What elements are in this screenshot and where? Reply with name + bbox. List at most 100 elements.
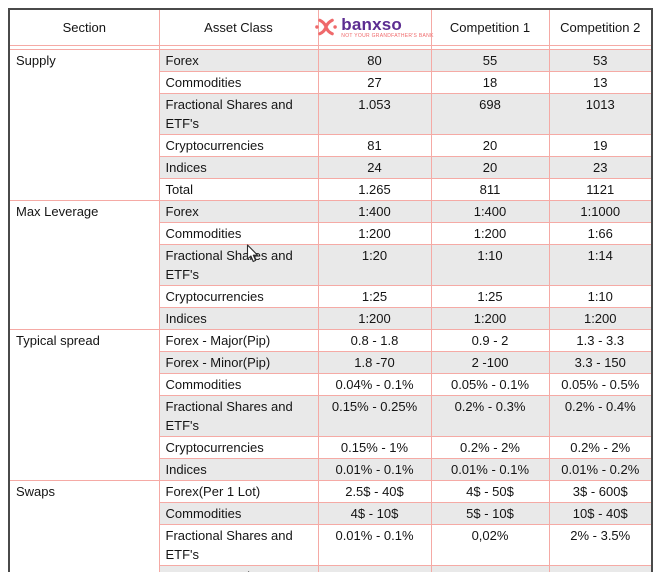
competition2-value-cell: 1:200: [548, 306, 653, 330]
asset-class-cell: Indices: [158, 306, 319, 330]
competition1-value-cell: 20: [430, 133, 550, 157]
table-row: Indices 1:200 1:200 1:200: [9, 306, 653, 330]
asset-class-cell: Indices: [158, 155, 319, 179]
competition2-value-cell: 1013: [548, 92, 653, 135]
banxso-knot-icon: [315, 18, 338, 36]
section-cell: Typical spread: [8, 328, 160, 481]
asset-class-cell: Fractional Shares and ETF's: [158, 394, 319, 437]
competition2-value-cell: 1:66: [548, 221, 653, 245]
banxso-value-cell: 1.265: [317, 177, 432, 201]
asset-class-cell: Fractional Shares and ETF's: [158, 92, 319, 135]
table-row: Forex - Minor(Pip) 1.8 -70 2 -100 3.3 - 150: [9, 350, 653, 374]
table-row: Cryptocurrencies 1:25 1:25 1:10: [9, 284, 653, 308]
table-row: Supply Forex 80 55 53: [8, 48, 653, 201]
competition2-value-cell: 1121: [548, 177, 653, 201]
banxso-value-cell: 0.04% - 0.1%: [317, 372, 432, 396]
competition1-value-cell: 0.05% - 0.1%: [430, 372, 550, 396]
table-row: Typical spread Forex - Major(Pip) 0.8 - 1.…: [8, 328, 653, 481]
competition2-value-cell: 0.01% - 0.2%: [548, 457, 653, 481]
table-body: Supply Forex 80 55 53 Commodities 27 18 13 Fracti…: [8, 48, 653, 572]
competition1-value-cell: 18: [430, 70, 550, 94]
asset-class-cell: Total: [158, 177, 319, 201]
header-row: Section Asset Class: [8, 8, 653, 46]
banxso-value-cell: 1:25: [317, 284, 432, 308]
competition1-value-cell: 4$ - 50$: [430, 479, 550, 503]
asset-class-cell: Cryptocurrencies: [158, 564, 319, 572]
table-row: Swaps Forex(Per 1 Lot) 2.5$ - 40$ 4$ - 50$ 3…: [8, 479, 653, 572]
banxso-value-cell: 1:200: [317, 221, 432, 245]
asset-class-cell: Forex: [158, 199, 319, 223]
competition1-value-cell: 1:400: [430, 199, 550, 223]
banxso-value-cell: 2.5$ - 40$: [317, 479, 432, 503]
competition1-value-cell: 0.9 - 2: [430, 328, 550, 352]
banxso-value-cell: 0.8 - 1.8: [317, 328, 432, 352]
competition1-value-cell: 811: [430, 177, 550, 201]
banxso-wordmark: banxso: [341, 14, 403, 34]
table-row: Commodities 0.04% - 0.1% 0.05% - 0.1% 0.05%…: [9, 372, 653, 396]
asset-class-cell: Commodities: [158, 70, 319, 94]
competition1-value-cell: 0.06% - 0.1%: [430, 564, 550, 572]
competition1-value-cell: 20: [430, 155, 550, 179]
header-competition-2: Competition 2: [548, 8, 653, 46]
competition2-value-cell: 3$ - 600$: [548, 479, 653, 503]
competition2-value-cell: 3.3 - 150: [548, 350, 653, 374]
banxso-value-cell: 0.01% - 0.1%: [317, 457, 432, 481]
competition2-value-cell: 53: [548, 48, 653, 72]
asset-class-cell: Cryptocurrencies: [158, 284, 319, 308]
competition1-value-cell: 1:10: [430, 243, 550, 286]
table-row: Indices 24 20 23: [9, 155, 653, 179]
asset-class-cell: Forex: [158, 48, 319, 72]
banxso-value-cell: 81: [317, 133, 432, 157]
asset-class-cell: Forex - Major(Pip): [158, 328, 319, 352]
header-asset-class: Asset Class: [158, 8, 319, 46]
banxso-value-cell: 0.01% - 0.1%: [317, 523, 432, 566]
competition2-value-cell: 1:14: [548, 243, 653, 286]
asset-class-cell: Fractional Shares and ETF's: [158, 523, 319, 566]
asset-class-cell: Indices: [158, 457, 319, 481]
broker-comparison-table: Section Asset Class: [8, 8, 653, 572]
header-competition-1: Competition 1: [430, 8, 550, 46]
asset-class-cell: Cryptocurrencies: [158, 435, 319, 459]
section-cell: Swaps: [8, 479, 160, 572]
competition1-value-cell: 0.2% - 2%: [430, 435, 550, 459]
competition2-value-cell: 13: [548, 70, 653, 94]
competition2-value-cell: 0.1% - 0.4%: [548, 564, 653, 572]
banxso-value-cell: 27: [317, 70, 432, 94]
table-row: Fractional Shares and ETF's 1:20 1:10 1:14: [9, 243, 653, 286]
competition2-value-cell: 23: [548, 155, 653, 179]
competition2-value-cell: 1:1000: [548, 199, 653, 223]
competition2-value-cell: 0.2% - 0.4%: [548, 394, 653, 437]
competition2-value-cell: 0.2% - 2%: [548, 435, 653, 459]
competition2-value-cell: 2% - 3.5%: [548, 523, 653, 566]
banxso-value-cell: 4$ - 10$: [317, 501, 432, 525]
asset-class-cell: Cryptocurrencies: [158, 133, 319, 157]
competition2-value-cell: 1.3 - 3.3: [548, 328, 653, 352]
table-row: Fractional Shares and ETF's 1.053 698 1013: [9, 92, 653, 135]
banxso-value-cell: 0.15% - 0.25%: [317, 394, 432, 437]
banxso-value-cell: 0.05% - 0.1%: [317, 564, 432, 572]
banxso-value-cell: 1:200: [317, 306, 432, 330]
banxso-value-cell: 80: [317, 48, 432, 72]
table-row: Commodities 1:200 1:200 1:66: [9, 221, 653, 245]
table-row: Cryptocurrencies 81 20 19: [9, 133, 653, 157]
competition1-value-cell: 0.2% - 0.3%: [430, 394, 550, 437]
asset-class-cell: Fractional Shares and ETF's: [158, 243, 319, 286]
arrow-cursor: [246, 244, 259, 263]
table-row: Cryptocurrencies 0.15% - 1% 0.2% - 2% 0.2% …: [9, 435, 653, 459]
header-banxso: banxso NOT YOUR GRANDFATHER'S BANK: [315, 8, 433, 46]
table-row: Fractional Shares and ETF's 0.15% - 0.25%…: [9, 394, 653, 437]
banxso-value-cell: 0.15% - 1%: [317, 435, 432, 459]
competition1-value-cell: 1:200: [430, 306, 550, 330]
competition1-value-cell: 1:200: [430, 221, 550, 245]
competition1-value-cell: 5$ - 10$: [430, 501, 550, 525]
competition1-value-cell: 1:25: [430, 284, 550, 308]
banxso-value-cell: 24: [317, 155, 432, 179]
table-row: Indices 0.01% - 0.1% 0.01% - 0.1% 0.01% - 0…: [9, 457, 653, 481]
competition1-value-cell: 0.01% - 0.1%: [430, 457, 550, 481]
competition1-value-cell: 698: [430, 92, 550, 135]
competition2-value-cell: 10$ - 40$: [548, 501, 653, 525]
asset-class-cell: Commodities: [158, 501, 319, 525]
banxso-value-cell: 1.8 -70: [317, 350, 432, 374]
